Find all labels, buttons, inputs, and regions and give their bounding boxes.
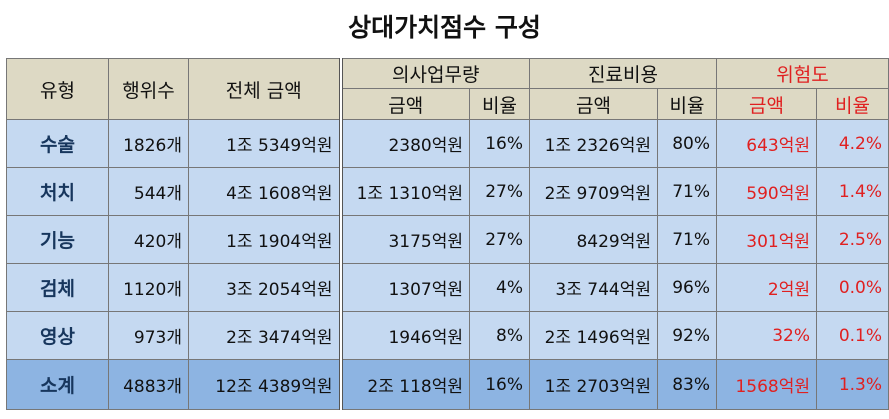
table-cell: 80% xyxy=(656,119,718,168)
table-cell: 1120개 xyxy=(108,263,189,312)
table-cell: 1.4% xyxy=(816,167,889,216)
table-cell: 4조 1608억원 xyxy=(188,167,341,216)
table-row: 수술 1826개 1조 5349억원 2380억원 16% 1조 2326억원 80% 643… xyxy=(6,119,889,168)
header-row: 금액 비율 금액 비율 금액 비율 xyxy=(7,88,889,120)
table-cell: 83% xyxy=(656,359,718,410)
table-row: 영상 973개 2조 3474억원 1946억원 8% 2조 1496억원 92% 32% 0.… xyxy=(6,311,889,360)
table-cell: 973개 xyxy=(108,311,189,360)
header-cell: 유형 xyxy=(6,58,109,120)
table-cell: 27% xyxy=(469,215,530,264)
header-sub: 금액 xyxy=(716,88,818,120)
table-cell: 8429억원 xyxy=(529,215,658,264)
table-cell: 2.5% xyxy=(816,215,889,264)
table-cell: 0.1% xyxy=(816,311,889,360)
table-cell: 4883개 xyxy=(108,359,189,410)
header-band: 진료비용 xyxy=(528,58,718,89)
table-cell: 1조 1310억원 xyxy=(338,167,470,216)
table-row: 기능 420개 1조 1904억원 3175억원 27% 8429억원 71% 301억원 2.… xyxy=(6,215,889,264)
table-cell: 2조 9709억원 xyxy=(529,167,658,216)
table-cell: 처치 xyxy=(6,167,109,216)
table-cell: 590억원 xyxy=(716,167,818,216)
header-cell: 전체 금액 xyxy=(188,58,341,120)
table-cell: 4.2% xyxy=(816,119,889,168)
table-cell: 2380억원 xyxy=(338,119,470,168)
table-cell: 420개 xyxy=(108,215,189,264)
table-cell: 1조 5349억원 xyxy=(188,119,341,168)
table-cell: 소계 xyxy=(6,359,109,410)
table-cell: 3조 2054억원 xyxy=(188,263,341,312)
table-row: 검체 1120개 3조 2054억원 1307억원 4% 3조 744억원 96% 2억원 0.… xyxy=(6,263,889,312)
table-cell: 1.3% xyxy=(816,359,889,410)
table-cell: 27% xyxy=(469,167,530,216)
header-row: 유형 행위수 전체 금액 의사업무량 진료비용 위험도 xyxy=(6,58,889,120)
table-cell: 92% xyxy=(656,311,718,360)
table-cell: 71% xyxy=(656,167,718,216)
table-row: 소계 4883개 12조 4389억원 2조 118억원 16% 1조 2703억원 83%… xyxy=(6,359,889,410)
table-cell: 1조 1904억원 xyxy=(188,215,341,264)
table-cell: 1조 2703억원 xyxy=(529,359,658,410)
title: 상대가치점수 구성 xyxy=(348,13,541,42)
table-row: 처치 544개 4조 1608억원 1조 1310억원 27% 2조 9709억원 71% 5… xyxy=(6,167,889,216)
table-cell: 1307억원 xyxy=(338,263,470,312)
table-cell: 3조 744억원 xyxy=(529,263,658,312)
header-sub: 비율 xyxy=(816,88,889,120)
header-band: 의사업무량 xyxy=(338,58,530,89)
table-cell: 0.0% xyxy=(816,263,889,312)
header-sub: 금액 xyxy=(529,88,658,120)
table-cell: 2조 118억원 xyxy=(338,359,470,410)
table-cell: 1568억원 xyxy=(716,359,818,410)
table-cell: 1826개 xyxy=(108,119,189,168)
header-sub: 금액 xyxy=(338,88,470,120)
table: 유형 행위수 전체 금액 의사업무량 진료비용 위험도 금액 비율 금액 비율 금액 비율 수술 182… xyxy=(6,58,889,410)
table-cell: 4% xyxy=(469,263,530,312)
table-cell: 32% xyxy=(716,311,818,360)
header-cell: 행위수 xyxy=(108,58,189,120)
table-cell: 16% xyxy=(469,359,530,410)
table-cell: 643억원 xyxy=(716,119,818,168)
table-cell: 수술 xyxy=(6,119,109,168)
table-cell: 16% xyxy=(469,119,530,168)
table-cell: 12조 4389억원 xyxy=(188,359,341,410)
table-cell: 2조 1496억원 xyxy=(529,311,658,360)
table-cell: 71% xyxy=(656,215,718,264)
table-cell: 영상 xyxy=(6,311,109,360)
header-sub: 비율 xyxy=(656,88,718,120)
table-cell: 544개 xyxy=(108,167,189,216)
table-cell: 2조 3474억원 xyxy=(188,311,341,360)
table-cell: 96% xyxy=(656,263,718,312)
table-cell: 1조 2326억원 xyxy=(529,119,658,168)
table-cell: 1946억원 xyxy=(338,311,470,360)
table-cell: 8% xyxy=(469,311,530,360)
table-cell: 301억원 xyxy=(716,215,818,264)
table-cell: 기능 xyxy=(6,215,109,264)
table-cell: 검체 xyxy=(6,263,109,312)
table-cell: 2억원 xyxy=(716,263,818,312)
header-band: 위험도 xyxy=(716,58,889,89)
table-cell: 3175억원 xyxy=(338,215,470,264)
header-sub: 비율 xyxy=(469,88,530,120)
